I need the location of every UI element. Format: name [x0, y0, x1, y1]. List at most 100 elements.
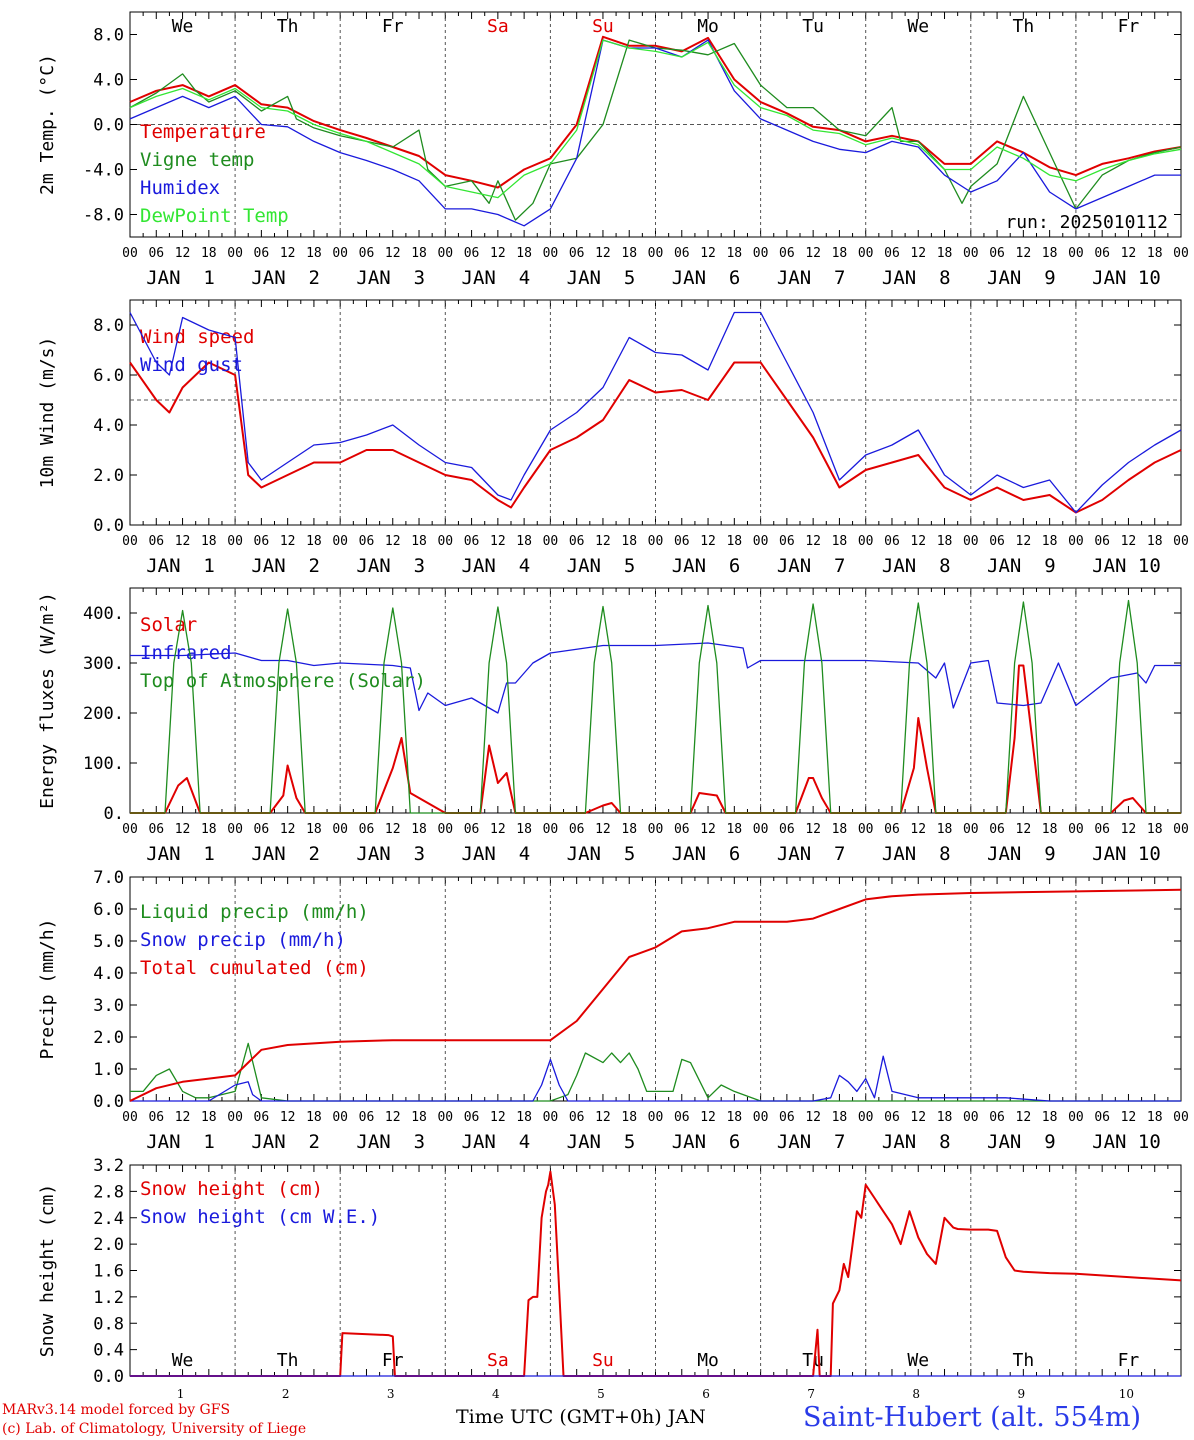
x-hour-label: 18: [201, 822, 217, 837]
x-hour-label: 18: [937, 246, 953, 261]
x-hour-label: 18: [726, 534, 742, 549]
legend-entry: Wind speed: [140, 326, 254, 348]
x-hour-label: 18: [201, 246, 217, 261]
x-date-label: JAN 8: [882, 843, 951, 865]
x-date-label: JAN 9: [987, 1131, 1056, 1153]
x-hour-label: 06: [779, 534, 795, 549]
x-hour-label: 12: [805, 534, 821, 549]
x-hour-label: 00: [753, 246, 769, 261]
y-tick-label: 8.0: [93, 316, 124, 336]
x-date-label: JAN 9: [987, 843, 1056, 865]
x-hour-label: 00: [122, 1110, 138, 1125]
weekday-label: We: [907, 1350, 929, 1371]
x-hour-label: 00: [122, 246, 138, 261]
x-hour-label: 00: [648, 246, 664, 261]
x-hour-label: 06: [148, 534, 164, 549]
x-date-label: JAN 10: [1092, 1131, 1161, 1153]
x-hour-label: 18: [1147, 246, 1163, 261]
x-hour-label: 06: [989, 822, 1005, 837]
y-tick-label: 3.0: [93, 996, 124, 1016]
x-hour-label: 06: [148, 246, 164, 261]
x-hour-label: 12: [1016, 822, 1032, 837]
series-line: [129, 39, 1181, 227]
x-hour-label: 00: [648, 822, 664, 837]
x-hour-label: 12: [1121, 534, 1137, 549]
x-hour-label: 18: [832, 822, 848, 837]
x-hour-label: 12: [700, 822, 716, 837]
x-hour-label: 00: [437, 822, 453, 837]
y-tick-label: 0.0: [93, 1367, 124, 1387]
x-date-label: JAN 6: [672, 267, 741, 289]
x-hour-label: 06: [674, 822, 690, 837]
x-hour-label: 12: [700, 1110, 716, 1125]
legend-entry: Wind gust: [140, 354, 243, 376]
x-hour-label: 12: [490, 534, 506, 549]
x-hour-label: 00: [1068, 822, 1084, 837]
weekday-label: Tu: [802, 16, 824, 37]
x-hour-label: 12: [805, 246, 821, 261]
legend-entry: Top of Atmosphere (Solar): [140, 670, 426, 692]
x-hour-label: 12: [490, 1110, 506, 1125]
x-hour-label: 12: [490, 822, 506, 837]
legend-entry: Snow height (cm W.E.): [140, 1206, 380, 1228]
x-hour-label: 00: [1173, 1110, 1189, 1125]
y-tick-label: 100.: [83, 754, 124, 774]
x-date-label: JAN 4: [462, 555, 531, 577]
x-hour-label: 12: [385, 246, 401, 261]
y-tick-label: 4.0: [93, 964, 124, 984]
x-date-label: JAN 2: [251, 1131, 320, 1153]
x-hour-label: 06: [464, 1110, 480, 1125]
day-number-label: 3: [387, 1387, 395, 1401]
legend-entry: Snow precip (mm/h): [140, 929, 346, 951]
x-hour-label: 12: [385, 534, 401, 549]
x-date-label: JAN 4: [462, 1131, 531, 1153]
station-name: Saint-Hubert (alt. 554m): [803, 1402, 1142, 1433]
x-hour-label: 00: [1173, 822, 1189, 837]
x-hour-label: 12: [910, 822, 926, 837]
run-label: run: 2025010112: [1005, 212, 1168, 233]
x-hour-label: 18: [621, 534, 637, 549]
x-date-label: JAN 2: [251, 843, 320, 865]
x-hour-label: 00: [1173, 534, 1189, 549]
x-hour-label: 12: [280, 1110, 296, 1125]
x-hour-label: 12: [700, 246, 716, 261]
y-axis-title: Snow height (cm): [37, 1184, 58, 1357]
x-hour-label: 12: [910, 246, 926, 261]
legend-entry: DewPoint Temp: [140, 205, 289, 227]
y-tick-label: 0.4: [93, 1341, 124, 1361]
x-hour-label: 06: [148, 822, 164, 837]
x-date-label: JAN 3: [356, 555, 425, 577]
weekday-label: Fr: [1118, 1350, 1140, 1371]
x-date-label: JAN 3: [356, 1131, 425, 1153]
x-hour-label: 12: [805, 822, 821, 837]
x-hour-label: 06: [1094, 534, 1110, 549]
x-date-label: JAN 9: [987, 555, 1056, 577]
y-tick-label: 3.2: [93, 1156, 124, 1176]
x-hour-label: 18: [1042, 1110, 1058, 1125]
x-date-label: JAN 8: [882, 1131, 951, 1153]
x-hour-label: 00: [1068, 1110, 1084, 1125]
y-tick-label: 1.6: [93, 1262, 124, 1282]
x-hour-label: 00: [963, 822, 979, 837]
x-hour-label: 06: [569, 822, 585, 837]
day-number-label: 5: [597, 1387, 605, 1401]
x-hour-label: 18: [832, 1110, 848, 1125]
y-tick-label: 0.8: [93, 1314, 124, 1334]
x-hour-label: 00: [227, 1110, 243, 1125]
x-hour-label: 12: [1121, 822, 1137, 837]
y-tick-label: 1.0: [93, 1060, 124, 1080]
day-number-label: 6: [702, 1387, 710, 1401]
y-tick-label: 2.0: [93, 1028, 124, 1048]
day-number-label: 8: [912, 1387, 920, 1401]
x-hour-label: 18: [726, 822, 742, 837]
legend-entry: Liquid precip (mm/h): [140, 901, 369, 923]
x-hour-label: 06: [674, 1110, 690, 1125]
x-hour-label: 00: [543, 246, 559, 261]
x-hour-label: 06: [1094, 822, 1110, 837]
x-date-label: JAN 6: [672, 1131, 741, 1153]
x-hour-label: 18: [411, 534, 427, 549]
x-date-label: JAN 7: [777, 555, 846, 577]
x-hour-label: 18: [726, 246, 742, 261]
x-hour-label: 12: [910, 534, 926, 549]
legend-entry: Infrared: [140, 642, 232, 664]
